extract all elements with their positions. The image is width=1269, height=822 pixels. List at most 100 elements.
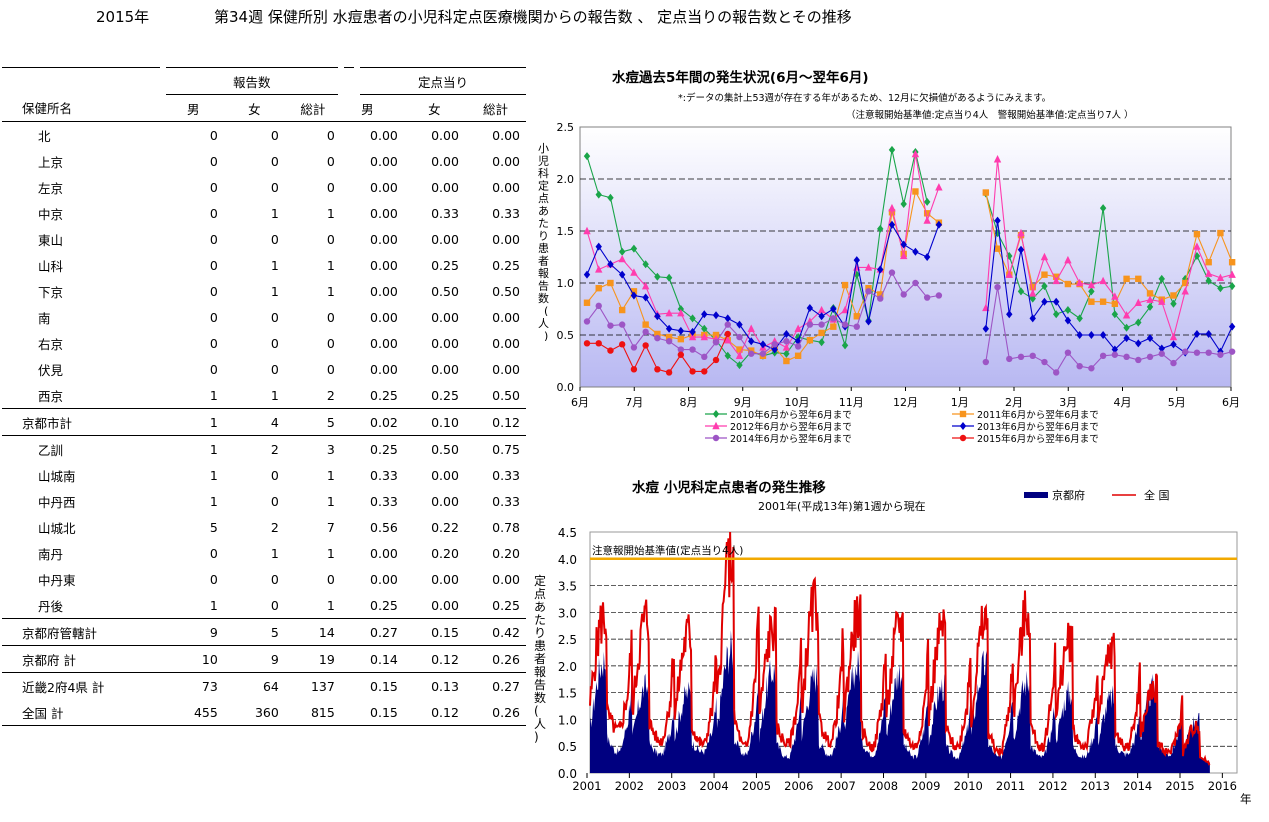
series-line [985, 220, 1233, 354]
x-tick-label: 8月 [680, 396, 698, 409]
data-point [1099, 204, 1107, 213]
data-point [1111, 310, 1119, 319]
y-tick-label: 4.0 [558, 553, 577, 567]
row-name: 京都市計 [2, 408, 163, 436]
data-point [1146, 295, 1154, 303]
cell-t: 0 [326, 153, 335, 169]
cell-pm: 0.00 [370, 153, 398, 169]
data-point [665, 369, 673, 376]
table-row: 全国 計 455 360 815 0.15 0.12 0.26 [2, 699, 526, 726]
x-tick-label: 11月 [839, 396, 864, 409]
data-point [1064, 280, 1072, 288]
cell-t: 1 [326, 467, 335, 483]
table-row: 中京 0 1 1 0.00 0.33 0.33 [2, 200, 526, 226]
data-point [888, 269, 896, 276]
data-point [1099, 298, 1107, 305]
data-point [959, 410, 967, 418]
data-point [1123, 334, 1130, 343]
cell-m: 1 [209, 441, 218, 457]
x-tick-label: 2005 [742, 779, 771, 793]
data-point [1029, 352, 1036, 359]
y-axis-char: 者 [534, 652, 546, 666]
cell-pf: 0.50 [431, 441, 459, 457]
series-5 [583, 330, 731, 376]
page-title: 第34週 保健所別 水痘患者の小児科定点医療機関からの報告数 、 定点当りの報告… [214, 8, 852, 26]
x-axis-unit: 年 [1240, 792, 1252, 805]
cell-f: 1 [270, 283, 279, 299]
series-line [589, 531, 1211, 766]
data-point [748, 350, 755, 357]
data-point [1029, 314, 1036, 323]
cell-pm: 0.33 [370, 493, 398, 509]
cell-f: 9 [223, 645, 285, 673]
data-point [853, 270, 860, 279]
y-axis-char: 人 [534, 717, 546, 731]
cell-pf: 0.00 [431, 179, 459, 195]
data-point [1017, 245, 1025, 254]
cell-pm: 0.15 [370, 678, 398, 694]
cell-pf: 0.13 [431, 678, 459, 694]
data-point [923, 216, 931, 224]
table-row: 京都府 計 10 9 19 0.14 0.12 0.26 [2, 645, 526, 673]
data-point [1134, 298, 1142, 306]
y-axis-char: た [538, 217, 549, 230]
data-point [1111, 345, 1119, 354]
legend-label: 2014年6月から翌年6月まで [730, 433, 852, 445]
x-tick-label: 2009 [911, 779, 940, 793]
data-point [1076, 363, 1083, 370]
data-point [1064, 255, 1072, 264]
data-point [923, 210, 931, 217]
data-point [818, 329, 825, 337]
x-tick-label: 6月 [571, 396, 589, 409]
cell-pt: 0.00 [492, 309, 520, 325]
x-tick-label: 12月 [893, 396, 918, 409]
legend-item: 2012年6月から翌年6月まで [705, 421, 852, 433]
cell-pf: 0.00 [431, 571, 459, 587]
data-point [830, 323, 837, 330]
cell-t: 1 [326, 545, 335, 561]
cell-pf: 0.00 [431, 153, 459, 169]
cell-pt: 0.78 [492, 519, 520, 535]
legend-label: 2011年6月から翌年6月まで [977, 409, 1099, 421]
data-point [1111, 300, 1119, 307]
data-point [1075, 278, 1084, 287]
data-point [618, 321, 626, 328]
cell-m: 0 [209, 335, 218, 351]
chart-note: *:データの集計上53週が存在する年があるため、12月に欠損値があるようにみえま… [678, 92, 1051, 104]
data-point [1228, 270, 1236, 278]
data-point [688, 332, 697, 341]
series-4 [583, 269, 1236, 376]
data-point [595, 285, 602, 292]
data-point [1041, 358, 1048, 366]
y-axis-char: 人 [538, 317, 549, 330]
y-tick-label: 4.5 [558, 526, 577, 540]
cell-pm: 0.00 [370, 361, 398, 377]
data-point [818, 321, 825, 328]
cell-t: 0 [326, 231, 335, 247]
table-row: 丹後 1 0 1 0.25 0.00 0.25 [2, 592, 526, 619]
group-per-header: 定点当り [354, 67, 526, 95]
cell-pt: 0.50 [492, 283, 520, 299]
cell-m: 1 [162, 408, 224, 436]
data-point [607, 193, 614, 202]
cell-t: 14 [284, 618, 341, 646]
data-point [1088, 365, 1095, 372]
data-point [959, 434, 967, 442]
cell-pm: 0.25 [370, 387, 398, 403]
data-point [654, 334, 661, 342]
data-point [1123, 275, 1130, 283]
data-point [595, 190, 602, 199]
cell-t: 19 [284, 645, 341, 673]
data-point [654, 366, 661, 373]
y-axis-char: 数 [534, 690, 546, 705]
data-point [1029, 283, 1036, 291]
data-point [1193, 349, 1201, 356]
cell-t: 0 [326, 309, 335, 325]
cell-t: 3 [326, 441, 335, 457]
cell-pf: 0.50 [431, 283, 459, 299]
data-point [1217, 351, 1224, 358]
data-point [1088, 331, 1095, 339]
series-area [590, 630, 1210, 773]
row-name: 全国 計 [2, 699, 163, 726]
cell-m: 0 [209, 309, 218, 325]
